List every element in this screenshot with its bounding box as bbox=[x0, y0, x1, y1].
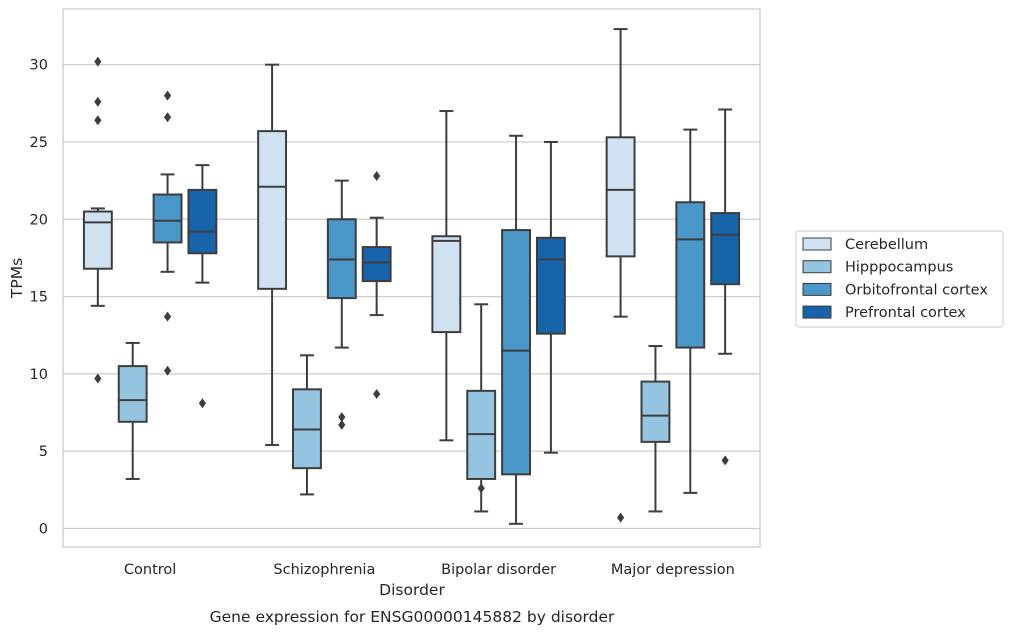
y-tick-label: 15 bbox=[30, 290, 48, 306]
box-body bbox=[257, 130, 288, 290]
box-body bbox=[187, 188, 218, 255]
outlier-point bbox=[338, 412, 346, 423]
x-tick-labels: Control Schizophrenia Bipolar disorder Majo… bbox=[124, 562, 735, 578]
box-body bbox=[431, 235, 462, 334]
y-tick-label: 20 bbox=[30, 212, 48, 228]
legend-items: Cerebellum Hipppocampus Orbitofrontal cort… bbox=[802, 237, 988, 321]
outlier-point bbox=[94, 115, 102, 126]
x-tick-label: Bipolar disorder bbox=[441, 562, 556, 578]
legend-label: Prefrontal cortex bbox=[845, 305, 966, 321]
plot-frame bbox=[62, 8, 761, 548]
box-orbitofrontal-cortex bbox=[326, 179, 357, 430]
box-orbitofrontal-cortex bbox=[675, 128, 706, 494]
outlier-point bbox=[163, 90, 172, 101]
box-orbitofrontal-cortex bbox=[501, 134, 531, 525]
outlier-point bbox=[163, 311, 172, 322]
outlier-point bbox=[373, 170, 381, 181]
box-orbitofrontal-cortex bbox=[152, 90, 183, 376]
outlier-point bbox=[94, 56, 102, 67]
box-body bbox=[675, 201, 706, 349]
box-cerebellum bbox=[82, 56, 113, 384]
box-prefrontal-cortex bbox=[361, 170, 392, 399]
outlier-point bbox=[163, 112, 172, 123]
outlier-point bbox=[198, 398, 206, 409]
x-tick-label: Schizophrenia bbox=[273, 562, 375, 578]
x-axis-label: Disorder bbox=[379, 581, 445, 599]
outlier-point bbox=[373, 388, 381, 399]
legend: Cerebellum Hipppocampus Orbitofrontal cort… bbox=[795, 230, 1004, 328]
legend-frame bbox=[795, 230, 1004, 328]
legend-label: Orbitofrontal cortex bbox=[845, 282, 988, 298]
legend-label: Hipppocampus bbox=[845, 260, 953, 276]
outlier-point bbox=[617, 512, 625, 523]
legend-swatch bbox=[802, 305, 832, 319]
y-axis-label: TPMs bbox=[8, 258, 26, 299]
box-hipppocampus bbox=[292, 354, 322, 496]
y-tick-labels: 0 5 10 15 20 25 30 bbox=[30, 58, 48, 538]
y-tick-label: 30 bbox=[30, 58, 48, 74]
box-body bbox=[152, 193, 183, 244]
box-prefrontal-cortex bbox=[187, 164, 218, 409]
box-body bbox=[82, 210, 113, 270]
y-tick-label: 25 bbox=[30, 135, 48, 151]
outlier-point bbox=[94, 373, 102, 384]
legend-swatch bbox=[802, 260, 832, 274]
chart-title: Gene expression for ENSG00000145882 by d… bbox=[210, 608, 615, 626]
y-tick-label: 5 bbox=[39, 444, 48, 460]
box-prefrontal-cortex bbox=[535, 140, 566, 454]
box-body bbox=[361, 246, 392, 283]
box-body bbox=[117, 365, 148, 423]
outlier-point bbox=[94, 96, 102, 107]
box-prefrontal-cortex bbox=[710, 108, 741, 466]
box-hipppocampus bbox=[117, 341, 148, 480]
outlier-point bbox=[477, 483, 485, 494]
box-hipppocampus bbox=[640, 345, 671, 513]
y-tick-label: 0 bbox=[39, 521, 48, 537]
box-body bbox=[501, 229, 531, 476]
box-cerebellum bbox=[257, 63, 288, 446]
y-tick-label: 10 bbox=[30, 367, 48, 383]
box-body bbox=[605, 136, 636, 258]
legend-swatch bbox=[802, 237, 832, 251]
box-body bbox=[710, 212, 741, 286]
box-cerebellum bbox=[605, 28, 636, 523]
x-tick-label: Control bbox=[124, 562, 176, 578]
outlier-point bbox=[721, 455, 729, 466]
box-body bbox=[640, 380, 671, 443]
x-tick-label: Major depression bbox=[611, 562, 735, 578]
box-layer bbox=[82, 28, 741, 525]
legend-swatch bbox=[802, 282, 832, 296]
outlier-point bbox=[163, 365, 172, 376]
box-cerebellum bbox=[431, 110, 462, 442]
legend-label: Cerebellum bbox=[845, 237, 928, 253]
box-hipppocampus bbox=[466, 303, 497, 513]
box-body bbox=[535, 236, 566, 335]
outlier-point bbox=[338, 419, 346, 430]
